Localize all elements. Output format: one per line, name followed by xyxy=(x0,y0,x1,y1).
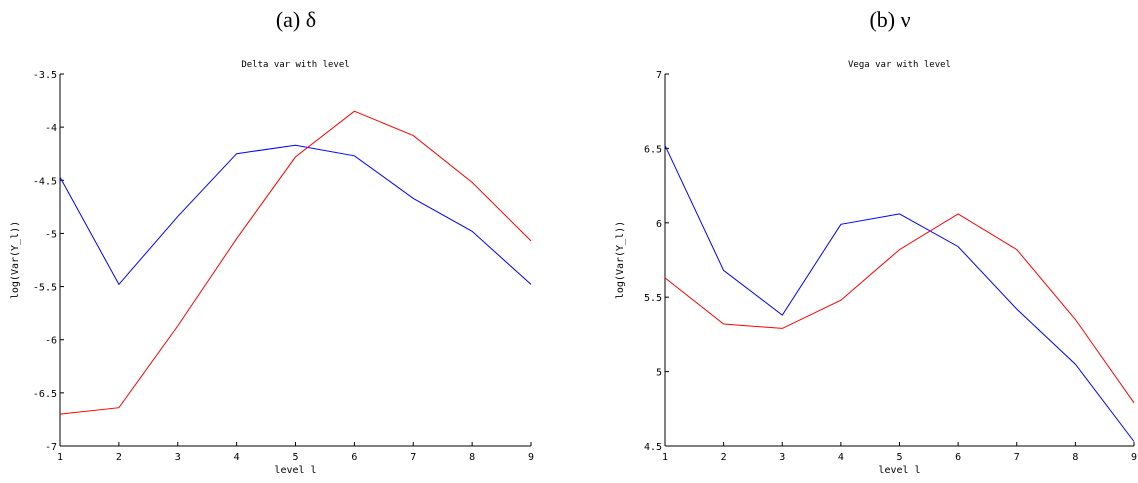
x-tick-label: 1 xyxy=(57,452,63,463)
x-tick-label: 5 xyxy=(896,452,902,463)
x-tick-label: 9 xyxy=(528,452,534,463)
vega-series-blue-line xyxy=(664,145,1135,442)
x-tick-label: 9 xyxy=(1131,452,1137,463)
chart-vega: Vega var with level 4.5 5 5.5 6 6.5 7 1 2 3 4 5 6 7 8 9… xyxy=(615,60,1137,476)
x-tick-label: 8 xyxy=(1072,452,1078,463)
x-tick-label: 2 xyxy=(721,452,727,463)
x-tick-label: 7 xyxy=(1014,452,1020,463)
x-tick-label: 4 xyxy=(234,452,240,463)
chart-title: Vega var with level xyxy=(848,60,951,70)
y-tick-label: 7 xyxy=(656,70,662,81)
y-tick-label: -6 xyxy=(45,336,57,347)
y-axis-label: log(Var(Y_l)) xyxy=(10,221,21,299)
delta-series-blue-line xyxy=(59,144,532,286)
y-tick-label: -3.5 xyxy=(33,70,57,81)
x-axis-label: level l xyxy=(274,465,316,476)
vega-series-red-line xyxy=(664,213,1135,404)
x-tick-label: 6 xyxy=(351,452,357,463)
caption-b: (b) ν xyxy=(869,7,910,32)
y-tick-label: 6 xyxy=(656,219,662,230)
x-tick-label: 8 xyxy=(469,452,475,463)
chart-title: Delta var with level xyxy=(241,60,349,70)
x-tick-label: 1 xyxy=(662,452,668,463)
y-tick-label: -5 xyxy=(45,229,57,240)
x-tick-label: 3 xyxy=(175,452,181,463)
y-axis-label: log(Var(Y_l)) xyxy=(615,221,626,299)
delta-series-red-line xyxy=(59,110,532,415)
y-tick-label: 4.5 xyxy=(644,442,662,453)
y-tick-label: -4 xyxy=(45,123,57,134)
y-tick-label: -5.5 xyxy=(33,283,57,294)
x-axis-label: level l xyxy=(878,465,920,476)
x-tick-label: 6 xyxy=(955,452,961,463)
x-tick-label: 2 xyxy=(116,452,122,463)
x-tick-label: 5 xyxy=(292,452,298,463)
chart-delta: Delta var with level -7 -6.5 -6 -5.5 -5 -4.5 -4… xyxy=(10,60,534,476)
y-tick-label: -4.5 xyxy=(33,176,57,187)
y-tick-label: 6.5 xyxy=(644,144,662,155)
x-tick-label: 4 xyxy=(838,452,844,463)
y-tick-label: 5 xyxy=(656,368,662,379)
y-tick-label: -7 xyxy=(45,442,57,453)
x-tick-label: 7 xyxy=(410,452,416,463)
caption-a: (a) δ xyxy=(276,7,316,32)
x-tick-label: 3 xyxy=(779,452,785,463)
y-tick-label: -6.5 xyxy=(33,389,57,400)
y-tick-label: 5.5 xyxy=(644,293,662,304)
